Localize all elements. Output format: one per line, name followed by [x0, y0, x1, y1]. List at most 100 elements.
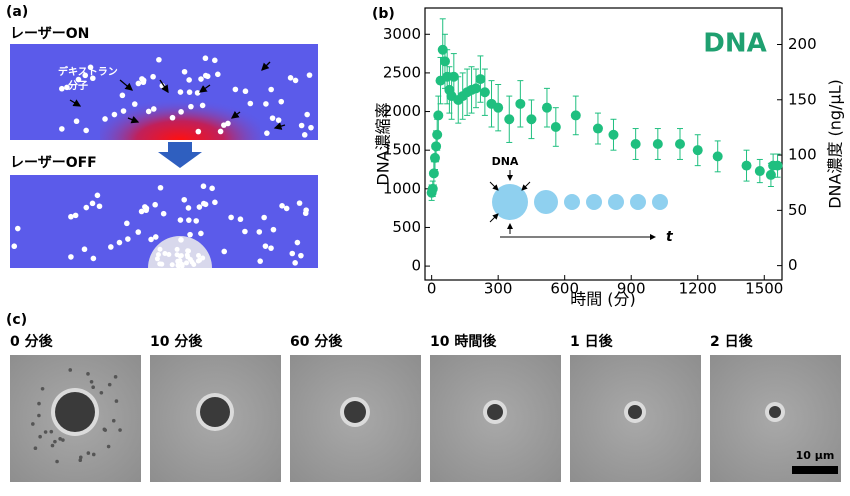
data-point: [765, 169, 776, 180]
data-point: [541, 102, 552, 113]
molecule: [178, 109, 184, 115]
droplet: [769, 406, 781, 418]
debris: [107, 382, 112, 387]
molecule: [193, 218, 200, 224]
annotation: DNA: [703, 29, 766, 59]
trapped-molecule: [179, 263, 185, 269]
molecule: [135, 80, 142, 87]
heat-glow: [100, 70, 260, 140]
y-tick-label: 1000: [383, 179, 421, 197]
molecule: [198, 230, 204, 237]
y-tick-label: 500: [392, 218, 421, 236]
molecule: [292, 260, 298, 266]
inset-drop: [534, 190, 558, 214]
molecule: [186, 89, 193, 95]
x-axis-label: 時間 (分): [570, 290, 636, 309]
trapped-molecule: [185, 248, 191, 254]
molecule: [202, 55, 209, 62]
molecule: [292, 77, 299, 84]
molecule: [119, 92, 126, 99]
x-tick-label: 900: [617, 280, 646, 298]
inset-drop: [564, 194, 580, 210]
molecule: [83, 204, 90, 211]
molecule: [87, 64, 94, 71]
molecule: [221, 248, 228, 255]
inset-arrow: [489, 181, 499, 191]
plot-frame: [424, 7, 783, 281]
debris: [99, 390, 104, 395]
molecule: [177, 89, 184, 95]
molecule: [59, 85, 65, 92]
data-point: [652, 139, 663, 149]
image-label: 1 日後: [570, 333, 614, 350]
molecule: [304, 111, 310, 118]
molecule: [268, 245, 274, 251]
debris: [43, 430, 48, 434]
scale-bar: [792, 466, 838, 474]
molecule: [237, 216, 244, 223]
y-tick-label: 0: [411, 257, 421, 275]
molecule: [289, 250, 296, 257]
molecule: [102, 116, 108, 122]
image-label: 2 日後: [710, 333, 754, 350]
inset-arrow: [489, 213, 499, 223]
trapped-molecule: [184, 252, 190, 258]
debris: [58, 437, 62, 441]
debris: [55, 459, 59, 464]
image-label: 10 時間後: [430, 333, 497, 350]
molecule: [261, 214, 267, 221]
molecule: [116, 239, 123, 246]
drift-arrow: [69, 99, 82, 107]
trapped-molecule: [157, 246, 163, 252]
debris: [86, 372, 90, 376]
y2-tick-label: 0: [788, 256, 798, 274]
x-tick-label: 0: [427, 280, 437, 298]
molecule: [125, 236, 131, 242]
debris: [106, 444, 111, 449]
molecule: [212, 199, 218, 206]
molecule: [157, 184, 164, 191]
molecule: [301, 132, 308, 138]
molecule: [262, 243, 269, 249]
molecule: [14, 225, 21, 232]
molecule: [75, 76, 82, 83]
droplet: [344, 401, 366, 423]
trapped-molecule: [195, 258, 201, 264]
data-point: [493, 102, 504, 113]
molecule: [124, 220, 130, 227]
data-point: [592, 123, 603, 134]
y-tick-label: 2000: [383, 102, 421, 120]
image-label: 0 分後: [10, 333, 54, 350]
data-point: [439, 56, 450, 67]
molecule: [287, 75, 294, 81]
debris: [37, 401, 41, 406]
drift-arrow: [230, 110, 241, 119]
molecule: [152, 234, 159, 240]
debris: [113, 375, 118, 379]
molecule: [217, 128, 224, 135]
molecule: [108, 244, 114, 250]
drift-arrow: [273, 122, 286, 130]
molecule: [270, 226, 277, 233]
molecule: [83, 127, 89, 134]
molecule: [188, 103, 194, 110]
data-point: [741, 160, 752, 171]
drift-arrow: [119, 79, 133, 91]
molecule: [160, 210, 167, 217]
molecule: [81, 246, 88, 253]
molecule: [90, 75, 96, 82]
molecule: [275, 117, 282, 123]
y2-tick-label: 50: [788, 201, 807, 219]
inset-label: DNA: [492, 155, 519, 168]
molecule: [200, 183, 207, 190]
panel-label: (b): [372, 6, 395, 22]
debris: [68, 368, 73, 372]
debris: [31, 422, 35, 426]
data-point: [526, 114, 537, 125]
molecule-label: 分子: [68, 79, 88, 92]
molecule: [94, 192, 101, 199]
data-point: [475, 74, 486, 85]
molecule: [306, 72, 313, 78]
molecule: [198, 76, 204, 82]
molecule: [196, 204, 203, 210]
